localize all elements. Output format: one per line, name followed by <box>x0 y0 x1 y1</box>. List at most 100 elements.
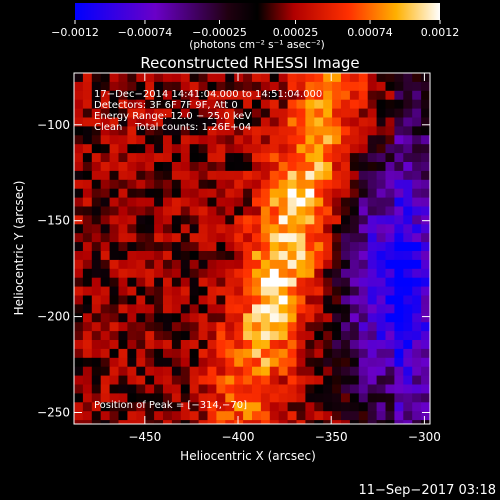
heatmap-cell <box>225 90 235 101</box>
heatmap-cell <box>252 197 262 207</box>
heatmap-cell <box>91 384 102 394</box>
heatmap-cell <box>394 375 404 385</box>
heatmap-cell <box>198 402 208 412</box>
heatmap-cell <box>314 295 324 305</box>
heatmap-cell <box>269 233 280 243</box>
heatmap-cell <box>207 233 217 243</box>
heatmap-cell <box>260 268 271 279</box>
heatmap-cell <box>136 179 146 190</box>
heatmap-cell <box>341 170 351 181</box>
heatmap-cell <box>385 295 395 305</box>
heatmap-cell <box>127 233 137 243</box>
heatmap-cell <box>91 268 102 279</box>
heatmap-cell <box>421 170 430 181</box>
heatmap-cell <box>341 420 351 424</box>
heatmap-cell <box>403 242 413 252</box>
heatmap-cell <box>260 117 271 127</box>
heatmap-cell <box>225 322 235 332</box>
heatmap-cell <box>323 286 333 296</box>
heatmap-cell <box>91 402 102 412</box>
heatmap-cell <box>127 215 137 225</box>
heatmap-cell <box>100 144 110 154</box>
heatmap-cell <box>252 251 262 261</box>
heatmap-cell <box>127 313 137 323</box>
heatmap-cell <box>136 384 146 394</box>
heatmap-cell <box>243 393 253 403</box>
heatmap-cell <box>349 268 360 279</box>
heatmap-cell <box>341 144 351 154</box>
heatmap-cell <box>403 366 413 376</box>
heatmap-cell <box>421 126 430 136</box>
heatmap-cell <box>252 268 262 279</box>
heatmap-cell <box>332 153 342 163</box>
heatmap-cell <box>154 357 164 368</box>
heatmap-cell <box>74 90 84 101</box>
heatmap-cell <box>385 286 395 296</box>
heatmap-cell <box>243 259 253 270</box>
heatmap-cell <box>91 99 102 109</box>
heatmap-cell <box>260 242 271 252</box>
heatmap-cell <box>269 286 280 296</box>
heatmap-cell <box>118 224 128 234</box>
heatmap-cell <box>100 375 110 385</box>
heatmap-cell <box>82 90 93 101</box>
heatmap-cell <box>421 81 430 92</box>
heatmap-cell <box>341 126 351 136</box>
heatmap-cell <box>207 162 217 172</box>
heatmap-cell <box>376 295 386 305</box>
heatmap-cell <box>136 197 146 207</box>
heatmap-cell <box>82 268 93 279</box>
heatmap-cell <box>163 340 173 350</box>
heatmap-cell <box>349 304 360 314</box>
heatmap-cell <box>323 188 333 198</box>
heatmap-cell <box>323 411 333 421</box>
heatmap-cell <box>358 81 369 92</box>
heatmap-cell <box>100 322 110 332</box>
heatmap-cell <box>252 259 262 270</box>
heatmap-cell <box>207 117 217 127</box>
heatmap-cell <box>145 313 155 323</box>
annotation-clean: Clean Total counts: 1.26E+04 <box>94 122 251 133</box>
heatmap-cell <box>118 170 128 181</box>
heatmap-cell <box>82 233 93 243</box>
heatmap-cell <box>136 340 146 350</box>
heatmap-cell <box>367 162 377 172</box>
heatmap-cell <box>225 144 235 154</box>
heatmap-cell <box>100 251 110 261</box>
heatmap-cell <box>243 206 253 216</box>
heatmap-cell <box>296 268 306 279</box>
heatmap-cell <box>296 277 306 287</box>
heatmap-cell <box>332 135 342 145</box>
heatmap-cell <box>234 153 244 163</box>
heatmap-cell <box>207 81 217 92</box>
heatmap-cell <box>100 188 110 198</box>
heatmap-cell <box>127 117 137 127</box>
heatmap-cell <box>243 162 253 172</box>
heatmap-cell <box>252 179 262 190</box>
heatmap-cell <box>323 144 333 154</box>
heatmap-cell <box>394 340 404 350</box>
heatmap-cell <box>163 251 173 261</box>
heatmap-cell <box>376 197 386 207</box>
heatmap-cell <box>171 259 182 270</box>
heatmap-cell <box>376 135 386 145</box>
heatmap-cell <box>243 295 253 305</box>
heatmap-cell <box>180 375 191 385</box>
heatmap-cell <box>243 402 253 412</box>
heatmap-cell <box>305 295 315 305</box>
heatmap-cell <box>225 331 235 341</box>
heatmap-cell <box>403 135 413 145</box>
heatmap-cell <box>332 162 342 172</box>
heatmap-cell <box>82 215 93 225</box>
heatmap-cell <box>403 411 413 421</box>
heatmap-cell <box>100 304 110 314</box>
heatmap-cell <box>154 251 164 261</box>
heatmap-cell <box>180 242 191 252</box>
heatmap-cell <box>145 286 155 296</box>
heatmap-cell <box>278 117 288 127</box>
heatmap-cell <box>91 242 102 252</box>
heatmap-cell <box>287 233 297 243</box>
heatmap-cell <box>207 259 217 270</box>
heatmap-cell <box>323 81 333 92</box>
